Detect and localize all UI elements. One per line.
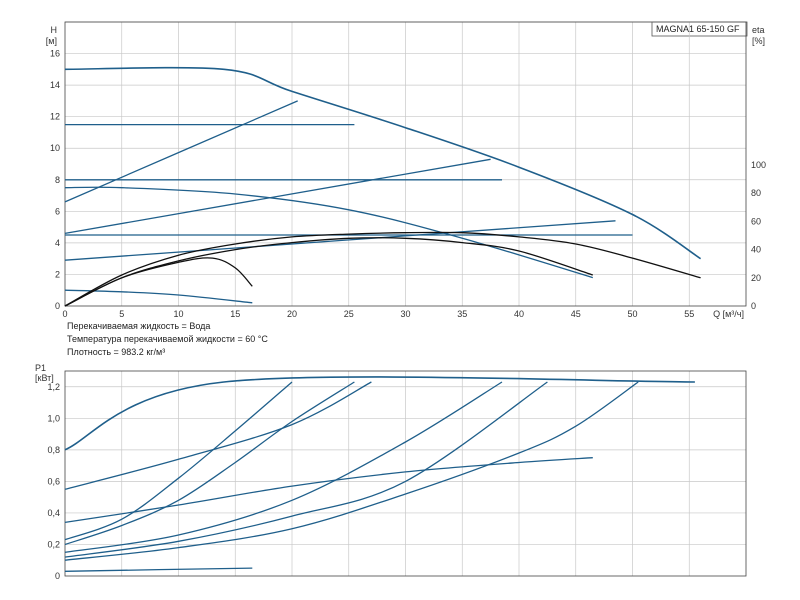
x-tick-label: 15 <box>230 309 240 319</box>
y-tick-label: 4 <box>55 238 60 248</box>
y-tick-label: 16 <box>50 49 60 59</box>
model-label: MAGNA1 65-150 GF <box>656 24 740 34</box>
y-tick-label: 10 <box>50 143 60 153</box>
power-min-curve <box>64 567 253 572</box>
power-speed-curve <box>64 381 372 490</box>
y2-tick-label: 80 <box>751 188 761 198</box>
speed-curve <box>64 186 593 279</box>
x-tick-label: 50 <box>627 309 637 319</box>
y-tick-label: 0,2 <box>47 539 60 549</box>
y2-axis-label: eta <box>752 25 765 35</box>
x-tick-label: 5 <box>119 309 124 319</box>
plot-frame <box>64 21 747 307</box>
x-tick-label: 55 <box>684 309 694 319</box>
y-tick-label: 1,2 <box>47 382 60 392</box>
y2-axis-unit: [%] <box>752 36 765 46</box>
plot-frame <box>64 370 747 577</box>
y2-tick-label: 100 <box>751 160 766 170</box>
y-tick-label: 0 <box>55 301 60 311</box>
y-tick-label: 0,6 <box>47 476 60 486</box>
max-curve <box>64 66 702 260</box>
y-tick-label: 0,4 <box>47 508 60 518</box>
efficiency-curve <box>64 237 594 307</box>
y-axis-unit: [кВт] <box>35 373 54 383</box>
x-tick-label: 30 <box>400 309 410 319</box>
proportional-pressure-curve <box>64 158 491 235</box>
y2-tick-label: 60 <box>751 216 761 226</box>
note-temperature: Температура перекачиваемой жидкости = 60… <box>67 334 268 344</box>
y-tick-label: 2 <box>55 269 60 279</box>
power-speed-curve <box>64 381 548 558</box>
y-axis-label: H <box>51 25 58 35</box>
min-curve <box>64 289 253 304</box>
y-tick-label: 0 <box>55 571 60 581</box>
y2-tick-label: 0 <box>751 301 756 311</box>
x-tick-label: 0 <box>62 309 67 319</box>
y-tick-label: 12 <box>50 112 60 122</box>
power-speed-curve <box>64 381 293 541</box>
power-speed-curve <box>64 457 593 524</box>
note-liquid: Перекачиваемая жидкость = Вода <box>67 321 210 331</box>
proportional-pressure-curve <box>64 220 616 261</box>
efficiency-curve <box>64 231 701 307</box>
power-speed-curve <box>64 381 639 561</box>
y2-tick-label: 20 <box>751 273 761 283</box>
power-chart: 0 0,2 0,4 0,6 0,8 1,0 1,2P1[кВт] <box>35 363 747 581</box>
head-chart: 0 5 10 15 20 25 30 35 40 45 50 55 0 2 4 6 8 10 12 14 16 0 20 40… <box>46 21 766 319</box>
y-axis-unit: [м] <box>46 36 57 46</box>
efficiency-curve <box>64 257 253 307</box>
y2-tick-label: 40 <box>751 245 761 255</box>
x-tick-label: 45 <box>571 309 581 319</box>
note-density: Плотность = 983.2 кг/м³ <box>67 347 165 357</box>
y-tick-label: 14 <box>50 80 60 90</box>
power-max-curve <box>64 376 695 451</box>
x-axis-label: Q [м³/ч] <box>713 309 744 319</box>
y-tick-label: 6 <box>55 206 60 216</box>
y-tick-label: 0,8 <box>47 445 60 455</box>
x-tick-label: 25 <box>344 309 354 319</box>
x-tick-label: 10 <box>173 309 183 319</box>
proportional-pressure-curve <box>64 100 298 203</box>
power-speed-curve <box>64 381 355 546</box>
x-tick-label: 35 <box>457 309 467 319</box>
y-tick-label: 8 <box>55 175 60 185</box>
y-axis-label: P1 <box>35 363 46 373</box>
x-tick-label: 20 <box>287 309 297 319</box>
power-speed-curve <box>64 381 503 553</box>
x-tick-label: 40 <box>514 309 524 319</box>
y-tick-label: 1,0 <box>47 413 60 423</box>
